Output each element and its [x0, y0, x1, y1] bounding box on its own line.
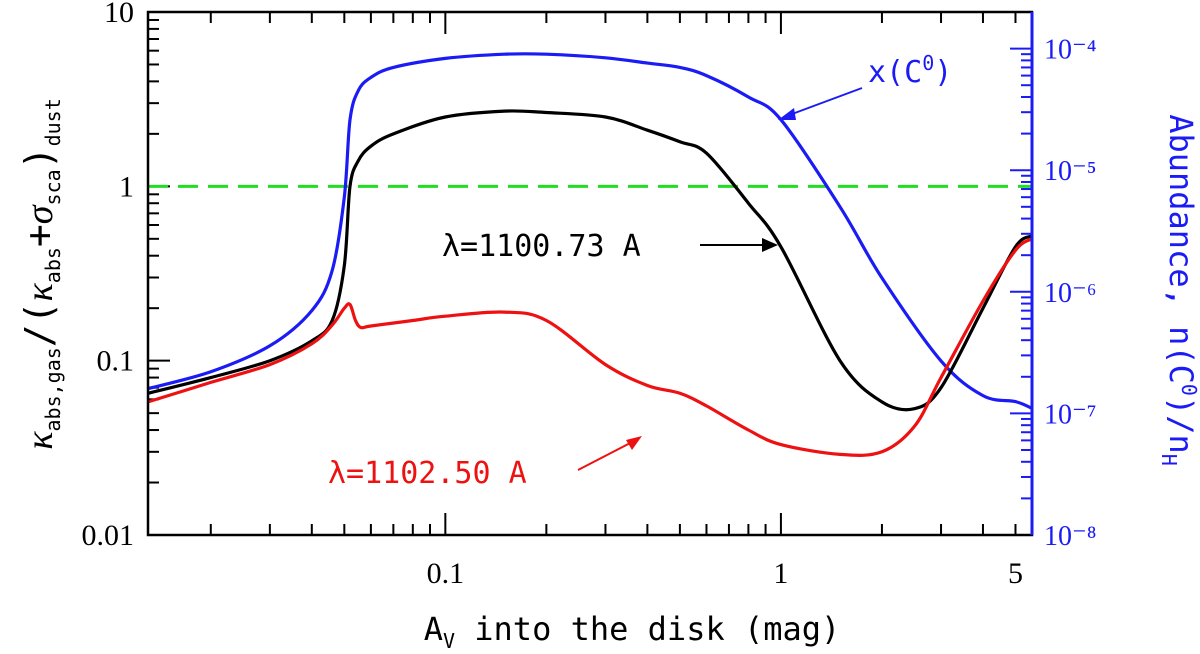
- tick-labels: 0.1 1 5 0.01 0.1 1 10 10⁻⁸ 10⁻⁷ 10⁻⁶ 10⁻⁵ 10⁻⁴: [82, 0, 1097, 590]
- blue-arrowhead: [778, 108, 796, 120]
- blue-series-label: x(C0): [868, 51, 952, 90]
- red-arrow-line: [577, 439, 637, 471]
- series-line-red: [148, 237, 1032, 457]
- right-axis-label: Abundance, n(C0)/nH: [1157, 114, 1200, 466]
- x-axis-label: AV into the disk (mag): [424, 610, 841, 653]
- blue-annotation: x(C0): [778, 51, 952, 120]
- y-right-tick-label: 10⁻⁸: [1044, 521, 1097, 552]
- red-series-label: λ=1102.50 A: [328, 456, 527, 491]
- y-left-tick-label: 1: [119, 170, 134, 203]
- x-tick-label: 0.1: [427, 557, 465, 590]
- plot-frame: [146, 10, 1034, 537]
- black-arrowhead: [762, 238, 778, 252]
- x-tick-label: 1: [773, 557, 788, 590]
- black-series-label: λ=1100.73 A: [442, 229, 641, 264]
- red-arrowhead: [626, 436, 642, 450]
- y-right-tick-label: 10⁻⁴: [1044, 35, 1097, 66]
- y-left-tick-label: 0.01: [82, 519, 135, 552]
- y-left-tick-label: 10: [104, 0, 134, 29]
- left-axis-label: κabs,gas/(κabs+σsca)dust: [17, 98, 65, 450]
- y-right-tick-label: 10⁻⁶: [1044, 278, 1097, 309]
- blue-arrow-line: [783, 87, 863, 118]
- y-right-tick-label: 10⁻⁷: [1044, 399, 1097, 430]
- series-line-black: [148, 109, 1032, 412]
- axis-ticks: [148, 11, 1032, 536]
- y-right-tick-label: 10⁻⁵: [1044, 156, 1097, 187]
- series-line-blue: [148, 52, 1032, 410]
- red-annotation: λ=1102.50 A: [328, 436, 642, 491]
- svg-text:Abundance, n(C0)/nH: Abundance, n(C0)/nH: [1157, 114, 1200, 466]
- y-left-tick-label: 0.1: [97, 345, 135, 378]
- x-tick-label: 5: [1008, 557, 1023, 590]
- black-annotation: λ=1100.73 A: [442, 229, 778, 264]
- series-group: [148, 52, 1032, 457]
- svg-text:κabs,gas/(κabs+σsca)dust: κabs,gas/(κabs+σsca)dust: [17, 98, 65, 450]
